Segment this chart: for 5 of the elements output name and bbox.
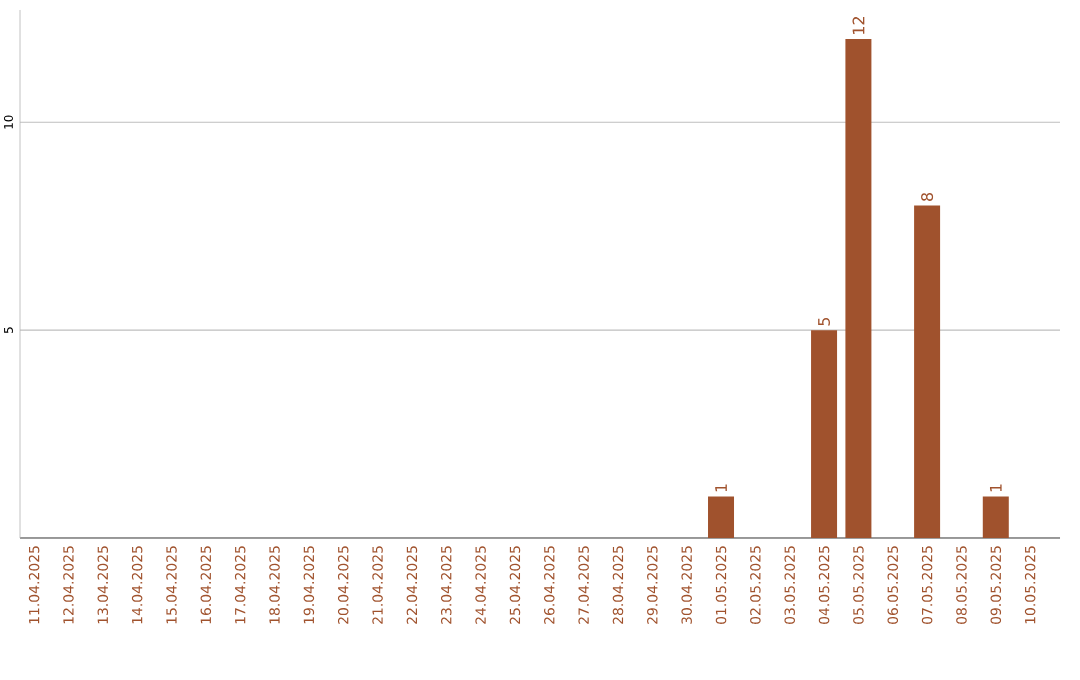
bar — [845, 39, 872, 538]
bar — [914, 205, 941, 538]
bar — [982, 496, 1009, 538]
bar — [811, 330, 838, 538]
bar — [708, 496, 735, 538]
